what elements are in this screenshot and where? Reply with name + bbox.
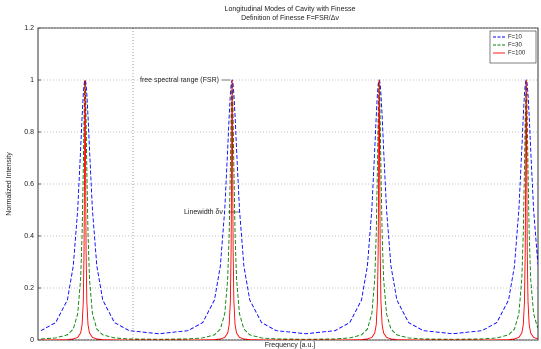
legend-box xyxy=(489,30,537,64)
annotation: Linewidth δν xyxy=(184,209,223,216)
y-tick-label: 0.2 xyxy=(24,285,34,292)
y-tick-label: 0 xyxy=(30,337,34,344)
x-axis-label: Frequency [a.u.] xyxy=(265,342,316,349)
y-tick-label: 1 xyxy=(30,77,34,84)
y-tick-label: 0.6 xyxy=(24,181,34,188)
legend-label: F=30 xyxy=(508,43,523,49)
line-series xyxy=(40,79,538,340)
y-tick-label: 1.2 xyxy=(24,25,34,32)
chart-subtitle: Definition of Finesse F=FSR/Δν xyxy=(241,15,339,22)
y-tick-label: 0.8 xyxy=(24,129,34,136)
y-axis-label: Normalized Intensity xyxy=(6,152,13,216)
chart-title: Longitudinal Modes of Cavity with Finess… xyxy=(225,6,356,13)
line-series xyxy=(40,79,538,335)
annotation: free spectral range (FSR) xyxy=(140,77,219,84)
line-series xyxy=(40,79,538,340)
plot-area xyxy=(40,79,538,340)
y-tick-label: 0.4 xyxy=(24,233,34,240)
legend-label: F=10 xyxy=(508,35,523,41)
legend-label: F=100 xyxy=(508,51,526,57)
